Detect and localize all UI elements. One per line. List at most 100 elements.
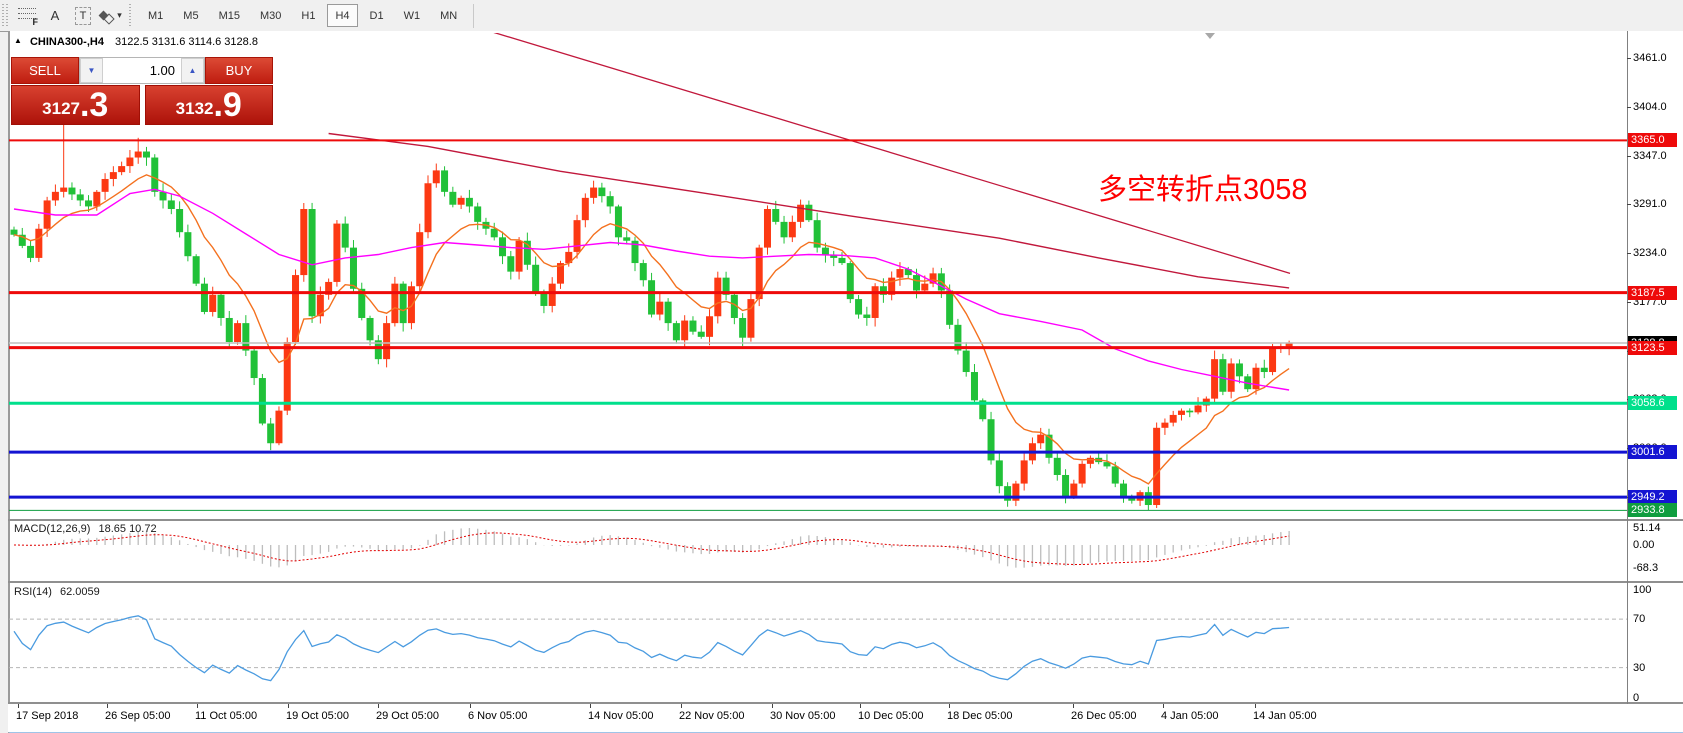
trendline[interactable] [445,31,1291,274]
date-label: 22 Nov 05:00 [679,710,745,722]
volume-decrease-button[interactable]: ▼ [80,58,103,83]
toolbar-grip[interactable] [2,3,9,28]
chart-canvas[interactable] [0,31,1683,732]
buy-price-main: 3132 [175,99,214,118]
axis-tick-mark [1627,155,1631,157]
candle-body [722,277,730,295]
one-click-trade-panel: SELL ▼ 1.00 ▲ BUY 3127.3 3132.9 [11,57,273,125]
candle-body [349,247,357,289]
shapes-tool-button[interactable]: ▾ [98,5,122,27]
toolbar-separator [129,3,134,28]
date-axis: 17 Sep 2018 26 Sep 05:00 11 Oct 05:00 19 Oc… [8,704,1683,732]
candle-body [225,317,233,342]
main-plot [10,31,1293,511]
buy-price-display[interactable]: 3132.9 [144,85,273,125]
axis-tick-label: 3234.0 [1633,246,1667,259]
candle-body [788,221,796,238]
candle-body [374,340,382,360]
date-tick-mark [1073,704,1074,708]
candle-body [1219,359,1227,392]
timeframe-m1[interactable]: M1 [148,9,164,22]
timeframe-d1[interactable]: D1 [369,9,384,22]
candle-body [598,187,606,197]
volume-increase-button[interactable]: ▲ [181,58,204,83]
panel-separator[interactable] [8,581,1683,583]
candle-body [1252,367,1260,390]
candle-body [449,191,457,205]
candle-body [474,206,482,222]
date-tick-mark [681,704,682,708]
candle-body [209,294,217,312]
sell-price-display[interactable]: 3127.3 [11,85,140,125]
candle-body [863,314,871,318]
date-label: 11 Oct 05:00 [195,710,258,722]
candle-body [424,183,432,233]
candle-body [755,247,763,300]
candle-body [970,372,978,401]
candle-body [929,273,937,284]
candle-body [1186,410,1194,413]
rsi-value: 62.0059 [59,586,100,598]
axis-tick-label: -68.3 [1633,561,1659,574]
date-tick-mark [860,704,861,708]
timeframe-h4[interactable]: H4 [327,4,358,27]
axis-tick-label: 51.14 [1633,522,1661,535]
axis-tick-label: 70 [1633,613,1646,626]
candle-body [515,240,523,272]
axis-tick-label: 3461.0 [1633,52,1667,64]
candle-body [267,423,275,444]
date-label: 18 Dec 05:00 [947,710,1013,722]
timeframe-m15[interactable]: M15 [218,9,240,22]
date-tick-mark [18,704,19,708]
text-tool-button[interactable]: A [44,5,66,27]
timeframe-h1[interactable]: H1 [301,9,316,22]
date-tick-mark [107,704,108,708]
candle-body [639,263,647,281]
candle-body [159,191,167,201]
timeframe-mn[interactable]: MN [440,9,458,22]
timeframe-w1[interactable]: W1 [403,9,421,22]
sell-button[interactable]: SELL [11,57,79,84]
ma-slow-line [328,132,1290,289]
candle-body [606,196,614,207]
chart-annotation-text[interactable]: 多空转折点3058 [1098,174,1308,206]
candle-body [250,350,258,379]
axis-tick-label: 100 [1633,584,1652,596]
candle-body [730,294,738,318]
candle-body [366,317,374,341]
candle-body [523,240,531,265]
level-price-label: 3058.6 [1628,396,1677,411]
candle-body [1120,483,1128,497]
timeframe-m5[interactable]: M5 [183,9,199,22]
label-tool-button[interactable]: T [72,5,94,27]
candle-body [987,419,995,461]
candle-body [1211,359,1219,399]
candle-body [921,283,929,291]
symbol-timeframe: CHINA300-,H4 [29,36,104,48]
price-axis-border [1627,31,1628,732]
date-label: 4 Jan 05:00 [1161,710,1219,722]
candle-body [416,232,424,287]
collapse-triangle-icon[interactable]: ▲ [14,36,22,45]
candle-body [780,221,788,238]
axis-tick-label: 0.00 [1633,539,1655,551]
candle-body [68,187,76,195]
candle-body [706,316,714,337]
sell-price-main: 3127 [42,99,80,118]
fibonacci-tool-button[interactable]: F [16,5,38,27]
buy-button[interactable]: BUY [205,57,273,84]
level-price-label: 3001.6 [1628,445,1677,460]
label-icon: T [74,6,92,25]
candle-body [664,301,672,324]
date-label: 14 Jan 05:00 [1253,710,1317,722]
candle-body [979,400,987,420]
macd-signal-line [13,532,1290,565]
chart-shift-marker-icon[interactable] [1205,33,1215,39]
volume-input[interactable]: 1.00 [149,63,175,78]
candle-body [432,170,440,184]
timeframe-m30[interactable]: M30 [259,9,282,22]
panel-separator[interactable] [8,519,1683,521]
axis-tick-mark [1627,203,1631,205]
candle-body [962,350,970,373]
candle-body [126,157,134,167]
